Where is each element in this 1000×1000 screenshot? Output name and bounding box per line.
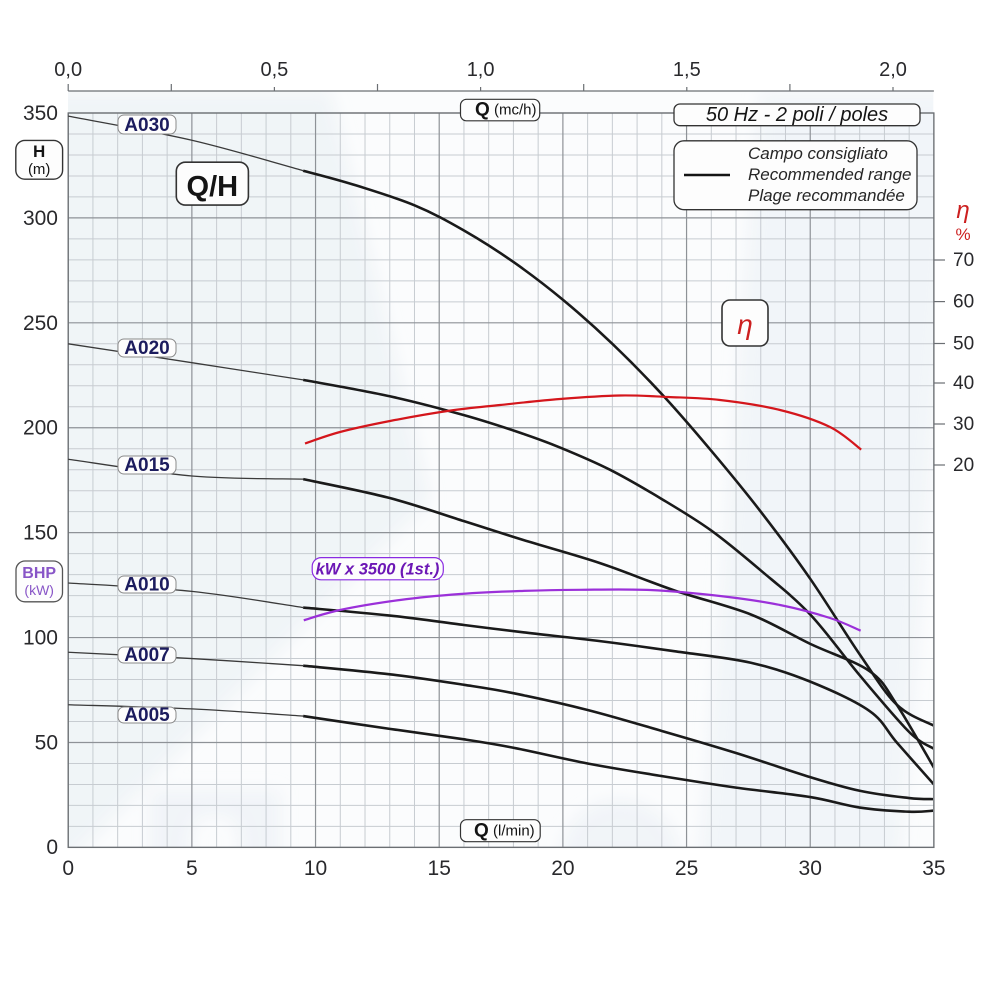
svg-text:η: η — [737, 309, 753, 340]
svg-text:60: 60 — [953, 292, 974, 313]
svg-text:5: 5 — [186, 857, 198, 880]
svg-text:50 Hz - 2 poli / poles: 50 Hz - 2 poli / poles — [706, 104, 888, 126]
svg-text:150: 150 — [23, 522, 58, 545]
svg-text:A007: A007 — [124, 645, 169, 666]
svg-text:100: 100 — [23, 627, 58, 650]
svg-text:A010: A010 — [124, 575, 169, 596]
svg-text:70: 70 — [953, 250, 974, 271]
svg-text:1,0: 1,0 — [467, 59, 495, 81]
svg-text:0,0: 0,0 — [54, 59, 82, 81]
svg-text:A020: A020 — [124, 338, 169, 359]
svg-text:40: 40 — [953, 373, 974, 394]
svg-text:50: 50 — [35, 732, 58, 755]
svg-text:20: 20 — [953, 455, 974, 476]
svg-text:Q: Q — [475, 100, 490, 121]
svg-text:300: 300 — [23, 207, 58, 230]
svg-text:(m): (m) — [28, 161, 51, 178]
svg-text:0: 0 — [46, 836, 58, 859]
svg-text:(mc/h): (mc/h) — [494, 102, 537, 119]
svg-text:250: 250 — [23, 312, 58, 335]
svg-text:kW x 3500 (1st.): kW x 3500 (1st.) — [316, 561, 440, 579]
svg-text:SOLE: SOLE — [230, 840, 577, 984]
svg-text:1,5: 1,5 — [673, 59, 701, 81]
svg-text:25: 25 — [675, 857, 698, 880]
svg-text:10: 10 — [304, 857, 327, 880]
svg-text:350: 350 — [23, 102, 58, 125]
svg-text:Plage recommandée: Plage recommandée — [748, 186, 905, 205]
svg-text:Campo consigliato: Campo consigliato — [748, 144, 888, 163]
svg-text:A030: A030 — [124, 115, 169, 136]
svg-text:A015: A015 — [124, 455, 170, 476]
svg-text:BHP: BHP — [22, 565, 56, 582]
svg-text:30: 30 — [799, 857, 822, 880]
svg-text:(kW): (kW) — [24, 582, 54, 598]
svg-text:50: 50 — [953, 334, 974, 355]
svg-text:35: 35 — [922, 857, 945, 880]
svg-text:Q/H: Q/H — [187, 171, 239, 203]
svg-text:30: 30 — [953, 414, 974, 435]
svg-text:Recommended range: Recommended range — [748, 165, 911, 184]
svg-text:15: 15 — [428, 857, 451, 880]
svg-text:Q: Q — [474, 821, 489, 842]
svg-text:20: 20 — [551, 857, 574, 880]
svg-text:η: η — [956, 197, 969, 224]
svg-text:0,5: 0,5 — [260, 59, 288, 81]
svg-text:%: % — [955, 225, 970, 244]
svg-text:2,0: 2,0 — [879, 59, 907, 81]
svg-text:(l/min): (l/min) — [493, 823, 535, 840]
svg-text:A005: A005 — [124, 705, 170, 726]
svg-text:H: H — [33, 142, 45, 161]
svg-text:200: 200 — [23, 417, 58, 440]
svg-text:0: 0 — [62, 857, 74, 880]
